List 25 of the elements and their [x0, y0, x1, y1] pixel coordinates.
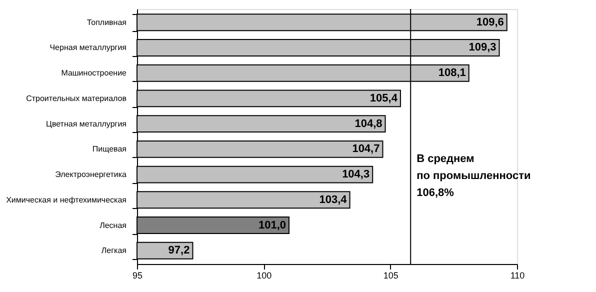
y-tick-label: Машиностроение [61, 68, 128, 78]
data-label: 109,3 [468, 42, 496, 54]
data-label: 105,4 [370, 92, 398, 104]
data-label: 97,2 [168, 244, 190, 257]
data-label: 108,1 [438, 67, 466, 80]
y-tick-label: Электроэнергетика [55, 170, 128, 180]
x-tick-label: 105 [383, 270, 398, 280]
y-tick-label: Цветная металлургия [46, 119, 126, 128]
y-tick-label: Топливная [86, 18, 126, 27]
ref-line-label: В среднем по промышленности 106,8% [416, 153, 531, 199]
data-label: 104,8 [354, 118, 382, 130]
x-tick-label: 100 [256, 270, 272, 280]
y-tick-label: Лесная [100, 220, 126, 230]
x-tick-label: 110 [510, 270, 525, 280]
x-tick-label: 95 [132, 270, 143, 280]
data-label: 104,7 [352, 143, 380, 156]
y-tick-label: Химическая и нефтехимическая [6, 195, 126, 204]
data-label: 109,6 [476, 16, 504, 28]
y-tick-label: Пищевая [92, 144, 126, 154]
data-label: 104,3 [342, 168, 370, 181]
data-label: 103,4 [319, 194, 348, 206]
y-tick-label: Легкая [101, 246, 126, 256]
y-tick-label: Черная металлургия [50, 43, 126, 52]
data-label: 101,0 [258, 219, 286, 232]
y-tick-label: Строительных материалов [26, 94, 126, 103]
